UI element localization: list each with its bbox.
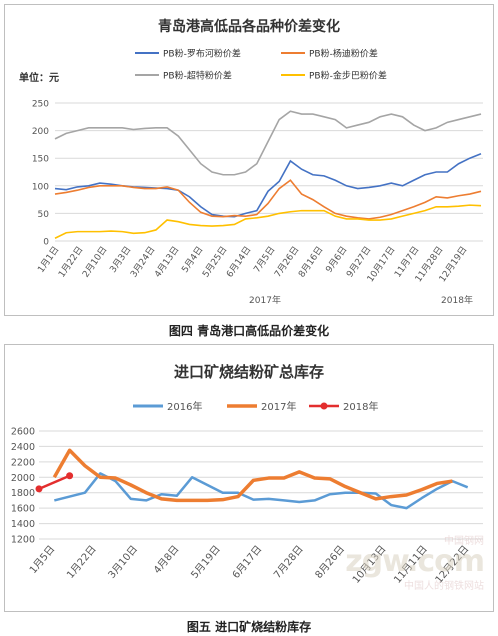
x-tick-label: 5月19日 — [189, 543, 223, 581]
series-line — [54, 472, 469, 510]
watermark-small-text: 中国钢网 — [444, 536, 484, 547]
legend-label: 2018年 — [343, 400, 378, 413]
y-tick-label: 1800 — [11, 488, 35, 499]
y-tick-label: 1400 — [11, 519, 35, 530]
chart-title: 进口矿烧结粉矿总库存 — [174, 363, 324, 381]
series-line — [54, 179, 482, 220]
x-axis-label: 2017年 — [249, 294, 281, 306]
x-tick-label: 1月1日 — [36, 244, 62, 274]
legend-label: PB粉-超特粉价差 — [163, 70, 232, 82]
y-tick-label: 1600 — [11, 504, 35, 515]
chart-title: 青岛港高低品各品种价差变化 — [158, 18, 340, 35]
legend-label: PB粉-罗布河粉价差 — [163, 48, 241, 60]
y-tick-label: 2000 — [11, 473, 35, 484]
x-tick-label: 9月6日 — [324, 244, 350, 274]
x-tick-label: 6月14日 — [224, 244, 253, 279]
x-tick-label: 1月22日 — [64, 543, 98, 581]
data-point — [66, 472, 74, 480]
legend-label: 2016年 — [167, 400, 202, 413]
series-line — [38, 474, 71, 491]
legend-label: PB粉-金步巴粉价差 — [309, 70, 387, 82]
legend-label: PB粉-杨迪粉价差 — [309, 48, 378, 60]
x-tick-label: 7月5日 — [252, 244, 278, 274]
x-axis-label-end: 2018年 — [441, 294, 473, 306]
x-tick-label: 3月10日 — [106, 543, 140, 581]
y-tick-label: 2600 — [11, 427, 35, 438]
series-line — [54, 204, 482, 239]
y-tick-label: 2200 — [11, 457, 35, 468]
y-tick-label: 200 — [32, 127, 49, 137]
y-tick-label: 250 — [32, 100, 49, 110]
figure-caption-5: 图五 进口矿烧结粉库存 — [186, 620, 312, 634]
unit-label: 单位：元 — [19, 71, 59, 84]
x-tick-label: 8月16日 — [296, 244, 325, 279]
figure-caption-4: 图四 青岛港口高低品价差变化 — [168, 324, 330, 338]
x-tick-label: 8月26日 — [313, 543, 347, 581]
x-tick-label: 4月13日 — [152, 244, 181, 279]
x-tick-label: 2月10日 — [80, 244, 109, 279]
y-tick-label: 150 — [32, 155, 49, 165]
watermark-brand: zgw.com — [345, 544, 485, 579]
inventory-chart-panel: 进口矿烧结粉矿总库存 2016年 2017年 2018年 1200 1400 1600 180… — [4, 344, 494, 612]
y-tick-label: 1200 — [11, 535, 35, 546]
legend-label: 2017年 — [261, 400, 296, 413]
site-watermark: 中国钢网 zgw.com 中国人的钢铁网站 — [345, 532, 485, 592]
series-line — [52, 448, 453, 503]
x-tick-label: 3月3日 — [108, 244, 134, 274]
x-tick-label: 4月8日 — [151, 543, 181, 576]
y-tick-label: 100 — [32, 182, 49, 192]
data-point — [35, 485, 43, 493]
y-tick-label: 0 — [43, 238, 49, 248]
inventory-chart: 进口矿烧结粉矿总库存 2016年 2017年 2018年 1200 1400 1600 180… — [11, 363, 483, 586]
legend-marker — [320, 402, 328, 410]
watermark-slogan: 中国人的钢铁网站 — [404, 581, 484, 592]
y-tick-label: 50 — [38, 210, 50, 220]
x-tick-label: 6月17日 — [230, 543, 264, 581]
x-tick-label: 7月28日 — [271, 543, 305, 581]
series-line — [54, 110, 482, 176]
price-spread-chart-panel: 青岛港高低品各品种价差变化单位：元 PB粉-罗布河粉价差 PB粉-杨迪粉价差 PB粉-… — [4, 4, 494, 316]
y-tick-label: 2400 — [11, 442, 35, 453]
x-tick-label: 1月5日 — [27, 543, 57, 576]
x-tick-label: 5月4日 — [180, 244, 206, 274]
